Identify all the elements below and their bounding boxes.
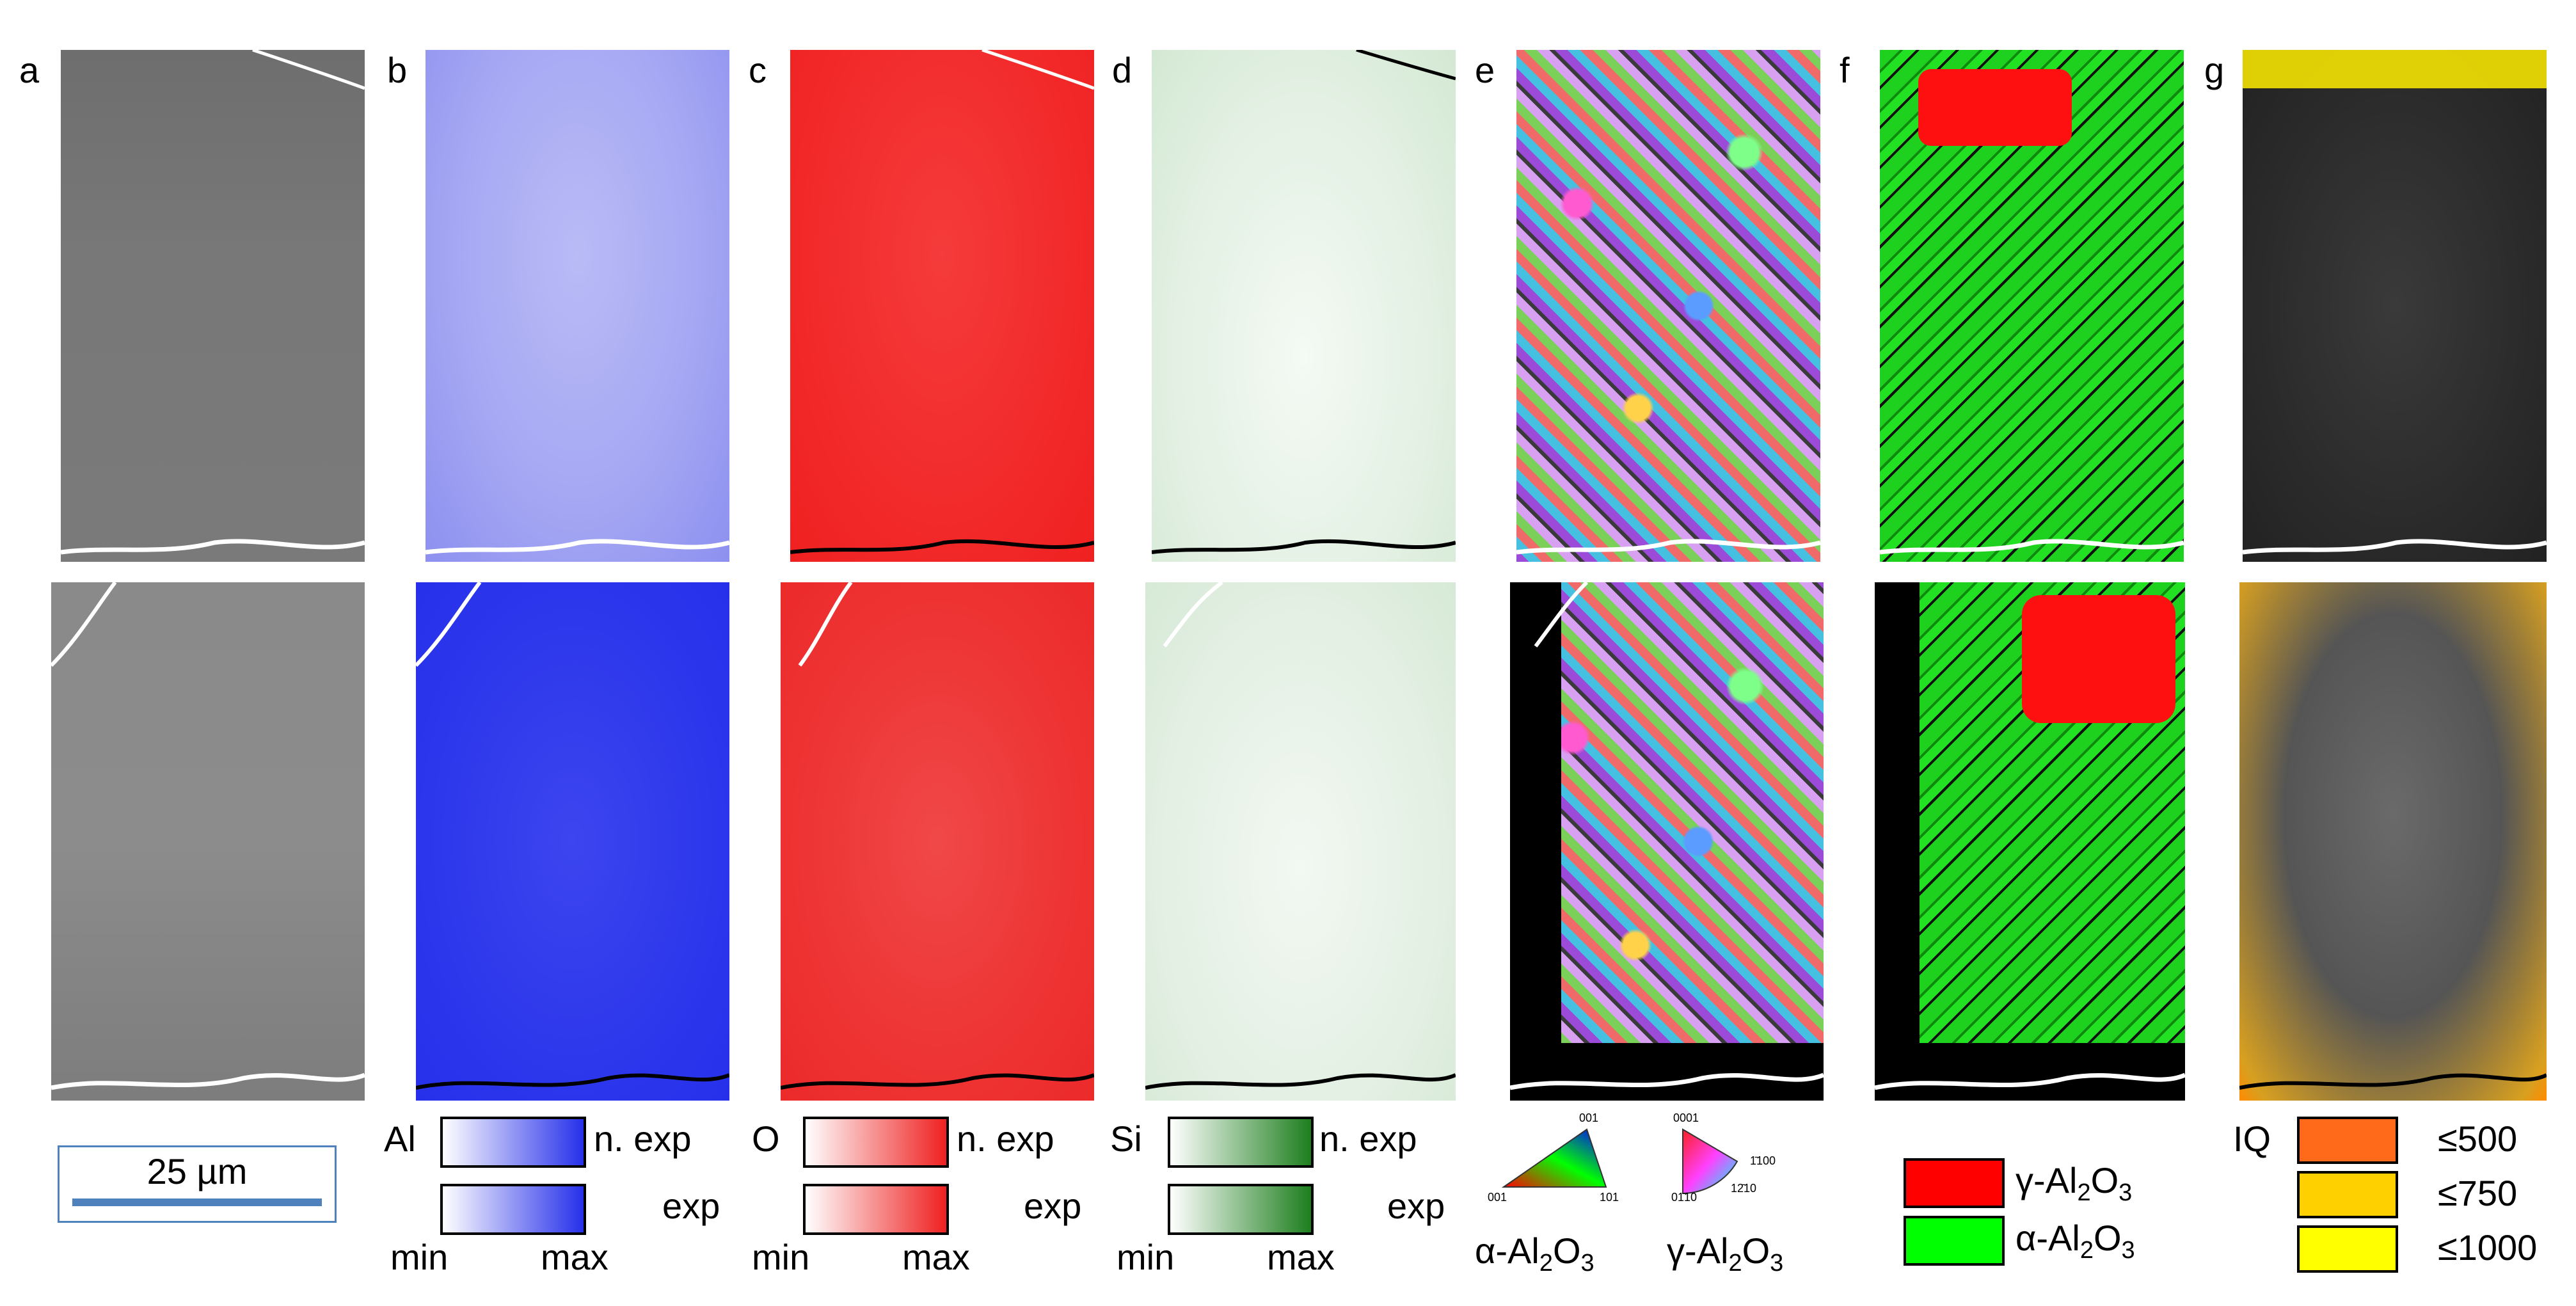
ipf-alpha-corner-left: 001 [1488, 1191, 1507, 1204]
panel-label-e: e [1475, 50, 1495, 90]
iq-map-nonexposed [2243, 50, 2547, 562]
legend-si-min: min [1117, 1237, 1175, 1277]
scale-bar-box: 25 µm [58, 1145, 337, 1223]
legend-o-exposed-gradient [803, 1184, 949, 1235]
legend-o-element: O [752, 1119, 780, 1159]
legend-o-top-label: n. exp [957, 1119, 1054, 1159]
iq-legend-label-750: ≤750 [2438, 1173, 2518, 1213]
sem-image-exposed [51, 582, 365, 1101]
phase-legend-label-gamma: γ-Al2O3 [2015, 1160, 2133, 1207]
legend-si-max: max [1267, 1237, 1335, 1277]
iq-legend-swatch-750 [2297, 1171, 2398, 1218]
panel-label-g: g [2204, 50, 2225, 90]
scale-bar-label: 25 µm [147, 1151, 248, 1191]
iq-legend-swatch-500 [2297, 1117, 2398, 1164]
phase-map-nonexposed [1880, 50, 2184, 562]
iq-legend-swatch-1000 [2297, 1225, 2398, 1273]
si-map-nonexposed [1152, 50, 1456, 562]
legend-al-top-label: n. exp [594, 1119, 692, 1159]
phase-legend-swatch-gamma [1904, 1158, 2005, 1208]
legend-al-max: max [541, 1237, 608, 1277]
legend-si-exposed-gradient [1168, 1184, 1314, 1235]
ipf-map-exposed [1510, 582, 1824, 1101]
legend-al-min: min [390, 1237, 449, 1277]
legend-al-element: Al [384, 1119, 416, 1159]
ipf-gamma-corner-top: 0001 [1673, 1111, 1699, 1124]
si-map-exposed [1145, 582, 1456, 1101]
phase-map-exposed [1875, 582, 2185, 1101]
ipf-alpha-corner-top: 001 [1579, 1111, 1599, 1124]
ipf-triangle-alpha [1501, 1128, 1607, 1188]
ipf-alpha-label: α-Al2O3 [1475, 1230, 1594, 1277]
scale-bar [72, 1198, 322, 1206]
legend-o-nonexposed-gradient [803, 1117, 949, 1168]
panel-label-f: f [1840, 50, 1850, 90]
legend-si-element: Si [1110, 1119, 1142, 1159]
legend-al-bottom-label: exp [662, 1186, 720, 1226]
legend-al-exposed-gradient [440, 1184, 586, 1235]
legend-o-min: min [752, 1237, 810, 1277]
ipf-gamma-corner-right: 1̄100 [1750, 1154, 1776, 1167]
panel-label-c: c [749, 50, 767, 90]
phase-legend-label-alpha: α-Al2O3 [2015, 1218, 2135, 1264]
phase-legend-swatch-alpha [1904, 1216, 2005, 1266]
ipf-gamma-corner-bottom: 01̄10 [1671, 1191, 1697, 1204]
ipf-gamma-label: γ-Al2O3 [1667, 1230, 1784, 1277]
legend-si-nonexposed-gradient [1168, 1117, 1314, 1168]
al-map-exposed [416, 582, 729, 1101]
ipf-alpha-corner-right: 101 [1600, 1191, 1619, 1204]
legend-o-max: max [902, 1237, 970, 1277]
iq-legend-title: IQ [2233, 1119, 2271, 1159]
legend-si-top-label: n. exp [1319, 1119, 1417, 1159]
o-map-nonexposed [790, 50, 1094, 562]
ipf-gamma-corner-mid: 12̄10 [1731, 1182, 1757, 1195]
sem-image-nonexposed [61, 50, 365, 562]
panel-label-b: b [387, 50, 408, 90]
ipf-map-nonexposed [1516, 50, 1820, 562]
o-map-exposed [781, 582, 1094, 1101]
iq-legend-label-500: ≤500 [2438, 1119, 2518, 1159]
legend-o-bottom-label: exp [1024, 1186, 1082, 1226]
legend-al-nonexposed-gradient [440, 1117, 586, 1168]
panel-label-d: d [1112, 50, 1133, 90]
iq-map-exposed [2239, 582, 2547, 1101]
al-map-nonexposed [425, 50, 729, 562]
ipf-sector-gamma [1682, 1128, 1738, 1195]
iq-legend-label-1000: ≤1000 [2438, 1227, 2538, 1268]
legend-si-bottom-label: exp [1387, 1186, 1445, 1226]
panel-label-a: a [19, 50, 40, 90]
